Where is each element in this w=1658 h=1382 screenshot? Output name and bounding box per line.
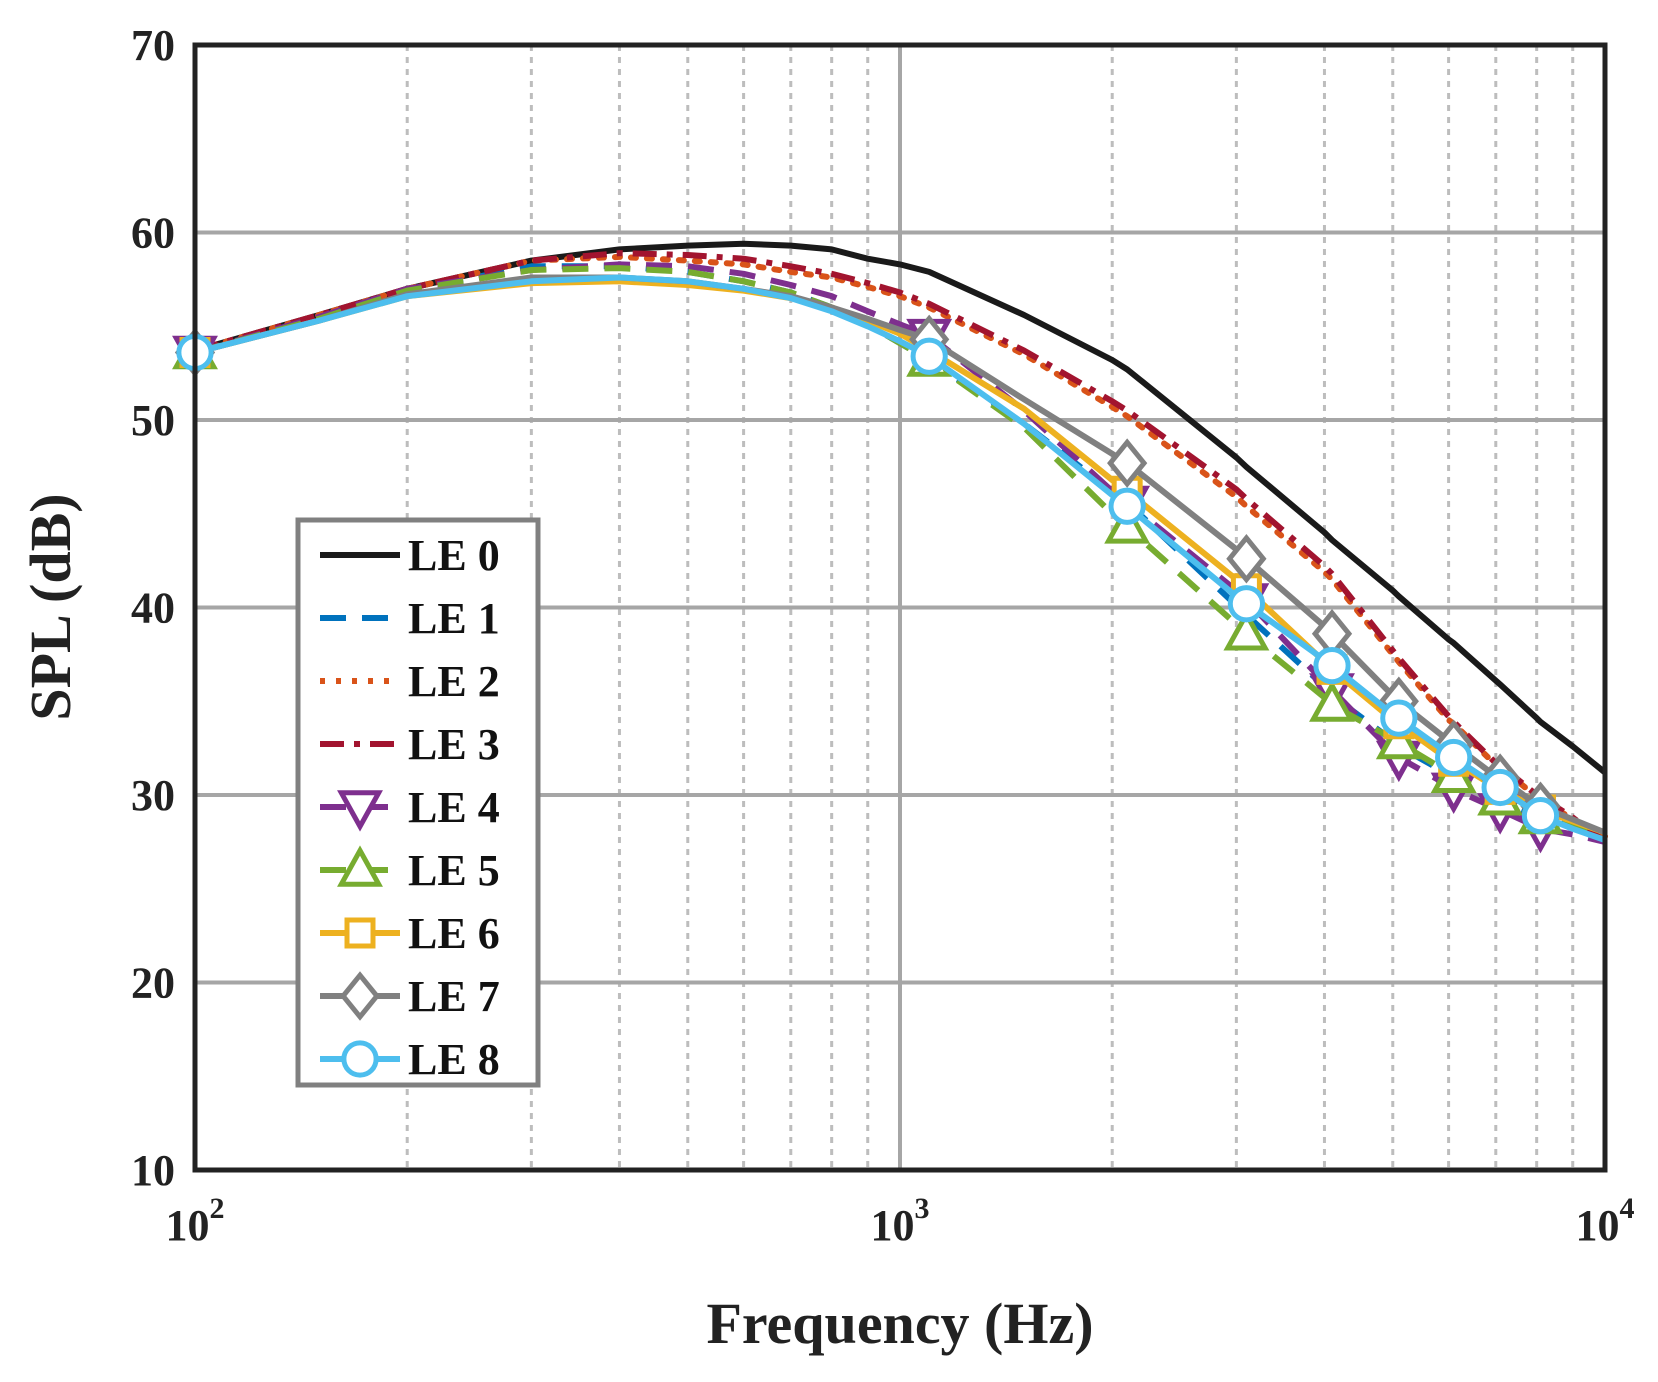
diamond-marker xyxy=(1107,438,1148,488)
legend-entry: LE 2 xyxy=(320,657,500,706)
y-tick-label: 30 xyxy=(131,771,175,820)
triangle-up-marker xyxy=(337,845,383,887)
legend-entry: LE 4 xyxy=(320,783,500,832)
circle-marker xyxy=(1521,797,1560,835)
square-marker xyxy=(344,917,376,949)
axes-labels: 10 20 30 40 50 60 70 102 103 104 xyxy=(131,21,1635,1250)
y-tick-label: 10 xyxy=(131,1146,175,1195)
circle-marker xyxy=(1435,738,1473,777)
y-tick-label: 50 xyxy=(131,396,175,445)
legend-label: LE 4 xyxy=(408,783,500,832)
y-axis-title: SPL (dB) xyxy=(18,493,83,720)
legend-entry: LE 5 xyxy=(320,845,500,895)
legend-label: LE 6 xyxy=(408,909,500,958)
diamond-marker xyxy=(1226,533,1267,584)
y-tick-label: 40 xyxy=(131,584,175,633)
circle-marker xyxy=(1108,487,1146,525)
plot-frame xyxy=(192,42,1608,1173)
legend-entry: LE 1 xyxy=(320,594,500,643)
legend-label: LE 3 xyxy=(408,720,500,769)
legend-box xyxy=(295,517,541,1088)
x-tick-label: 102 xyxy=(166,1192,225,1250)
legend-entry: LE 3 xyxy=(320,720,500,769)
legend-label: LE 2 xyxy=(408,657,500,706)
triangle-up-marker xyxy=(1223,609,1270,651)
legend-entry: LE 7 xyxy=(320,971,500,1021)
legend-label: LE 1 xyxy=(408,594,500,643)
circle-marker xyxy=(1481,768,1519,807)
legend-label: LE 7 xyxy=(408,972,500,1021)
series-line xyxy=(194,240,1607,775)
legend-label: LE 5 xyxy=(408,846,500,895)
legend-label: LE 0 xyxy=(408,531,500,580)
triangle-up-marker xyxy=(1375,717,1422,760)
y-tick-label: 20 xyxy=(131,959,175,1008)
diamond-marker xyxy=(339,971,381,1021)
x-axis-title: Frequency (Hz) xyxy=(706,1291,1093,1356)
legend-entry: LE 6 xyxy=(320,909,500,958)
circle-marker xyxy=(1227,585,1266,623)
circle-marker xyxy=(341,1040,379,1078)
circle-marker xyxy=(1380,699,1418,737)
circle-marker xyxy=(910,337,948,375)
legend-label: LE 8 xyxy=(408,1035,500,1084)
triangle-up-marker xyxy=(1309,680,1355,722)
legend: LE 0 LE 1 LE 2 LE 3 LE 4 LE 5 LE 6 LE 7 LE 8 xyxy=(295,517,541,1088)
legend-entry: LE 8 xyxy=(320,1035,500,1084)
x-tick-label: 103 xyxy=(871,1192,930,1250)
legend-entry: LE 0 xyxy=(320,531,500,580)
series-le-0 xyxy=(194,240,1607,775)
circle-marker xyxy=(1313,647,1351,685)
y-tick-label: 60 xyxy=(131,209,175,258)
triangle-down-marker xyxy=(337,790,383,832)
x-tick-label: 104 xyxy=(1576,1192,1635,1250)
y-tick-label: 70 xyxy=(131,21,175,70)
